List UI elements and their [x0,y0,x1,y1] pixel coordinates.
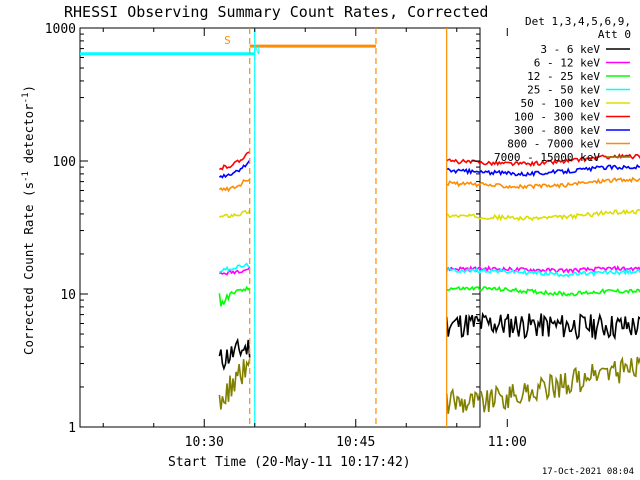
series-8 [218,356,640,414]
annotation-N: N [253,44,260,57]
legend-title-line1: Det 1,3,4,5,6,9, [525,15,631,28]
x-tick-label: 10:30 [185,435,224,450]
y-axis-label-mid: detector [21,103,36,171]
legend-label: 300 - 800 keV [514,124,600,137]
y-tick-label: 100 [53,155,76,170]
y-tick-label: 10 [60,288,76,303]
y-axis-label-main: Corrected Count Rate (s [21,182,36,355]
legend-label: 100 - 300 keV [514,111,600,124]
y-axis: 1 10 100 1000 [45,22,480,436]
series-trace [446,266,640,278]
series-trace [446,176,640,190]
series-trace [218,159,251,179]
footer-timestamp: 17-Oct-2021 08:04 [542,467,634,477]
plot-area: SN [79,27,640,428]
series-4 [218,208,640,222]
legend-label: 12 - 25 keV [527,70,600,83]
series-trace [446,285,640,297]
series-3 [218,262,640,278]
x-tick-label: 11:00 [488,435,527,450]
series-trace [218,262,250,274]
plot-frame [79,27,481,428]
series-trace [219,266,251,276]
x-axis-label: Start Time (20-May-11 10:17:42) [168,455,411,470]
series-trace [446,153,640,167]
legend-label: 3 - 6 keV [540,43,600,56]
y-axis-label-end: ) [21,85,36,93]
series-trace [446,265,640,275]
series-0 [218,311,640,372]
series-trace [446,208,640,222]
chart-title: RHESSI Observing Summary Count Rates, Co… [64,3,488,21]
series-trace [445,356,640,414]
series-2 [218,285,640,307]
y-axis-label: Corrected Count Rate (s-1 detector-1) [21,85,36,355]
y-tick-label: 1000 [45,22,76,37]
series-5 [218,151,640,171]
series-trace [218,209,251,219]
y-axis-label-sup2: -1 [21,92,31,103]
y-axis-label-sup1: -1 [21,171,31,182]
series-trace [445,311,640,341]
legend-title-line2: Att 0 [598,28,631,41]
series-trace [218,358,251,410]
series-1 [219,265,640,276]
series-7 [218,176,640,193]
series-trace [446,164,640,178]
series-6 [218,159,640,179]
x-tick-label: 10:45 [336,435,375,450]
series-trace [218,285,251,307]
legend-label: 800 - 7000 keV [507,138,600,151]
series-trace [218,337,251,372]
legend-label: 25 - 50 keV [527,84,600,97]
y-tick-label: 1 [68,421,76,436]
legend-label: 6 - 12 keV [534,57,601,70]
series-trace [218,151,250,171]
legend-label: 7000 - 15000 keV [494,151,600,164]
series-trace [218,178,251,193]
legend-label: 50 - 100 keV [521,97,601,110]
annotation-S: S [224,34,231,47]
